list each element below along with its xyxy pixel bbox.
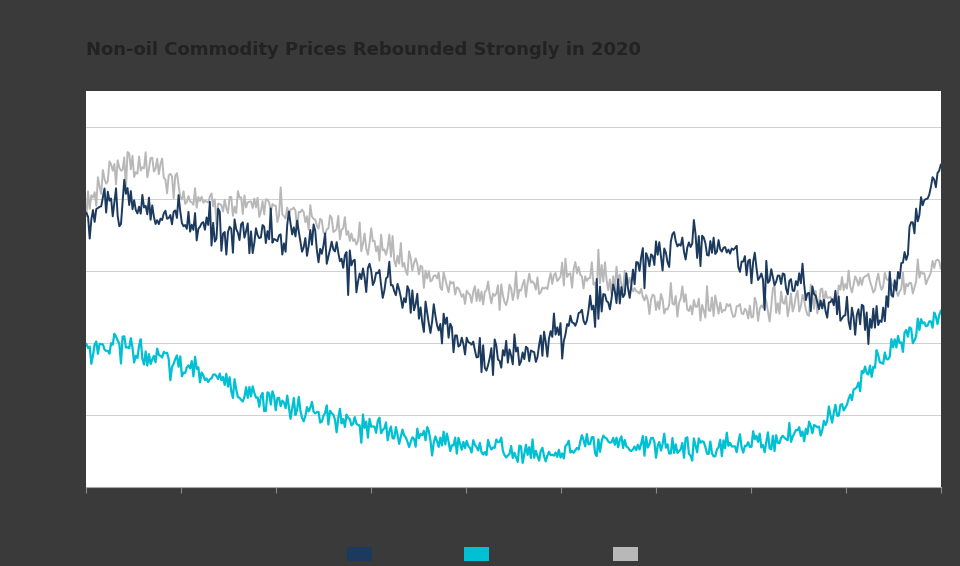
- Legend: Energy, Non-energy, Food: Energy, Non-energy, Food: [342, 541, 685, 566]
- Text: Non‑oil Commodity Prices Rebounded Strongly in 2020: Non‑oil Commodity Prices Rebounded Stron…: [86, 41, 641, 59]
